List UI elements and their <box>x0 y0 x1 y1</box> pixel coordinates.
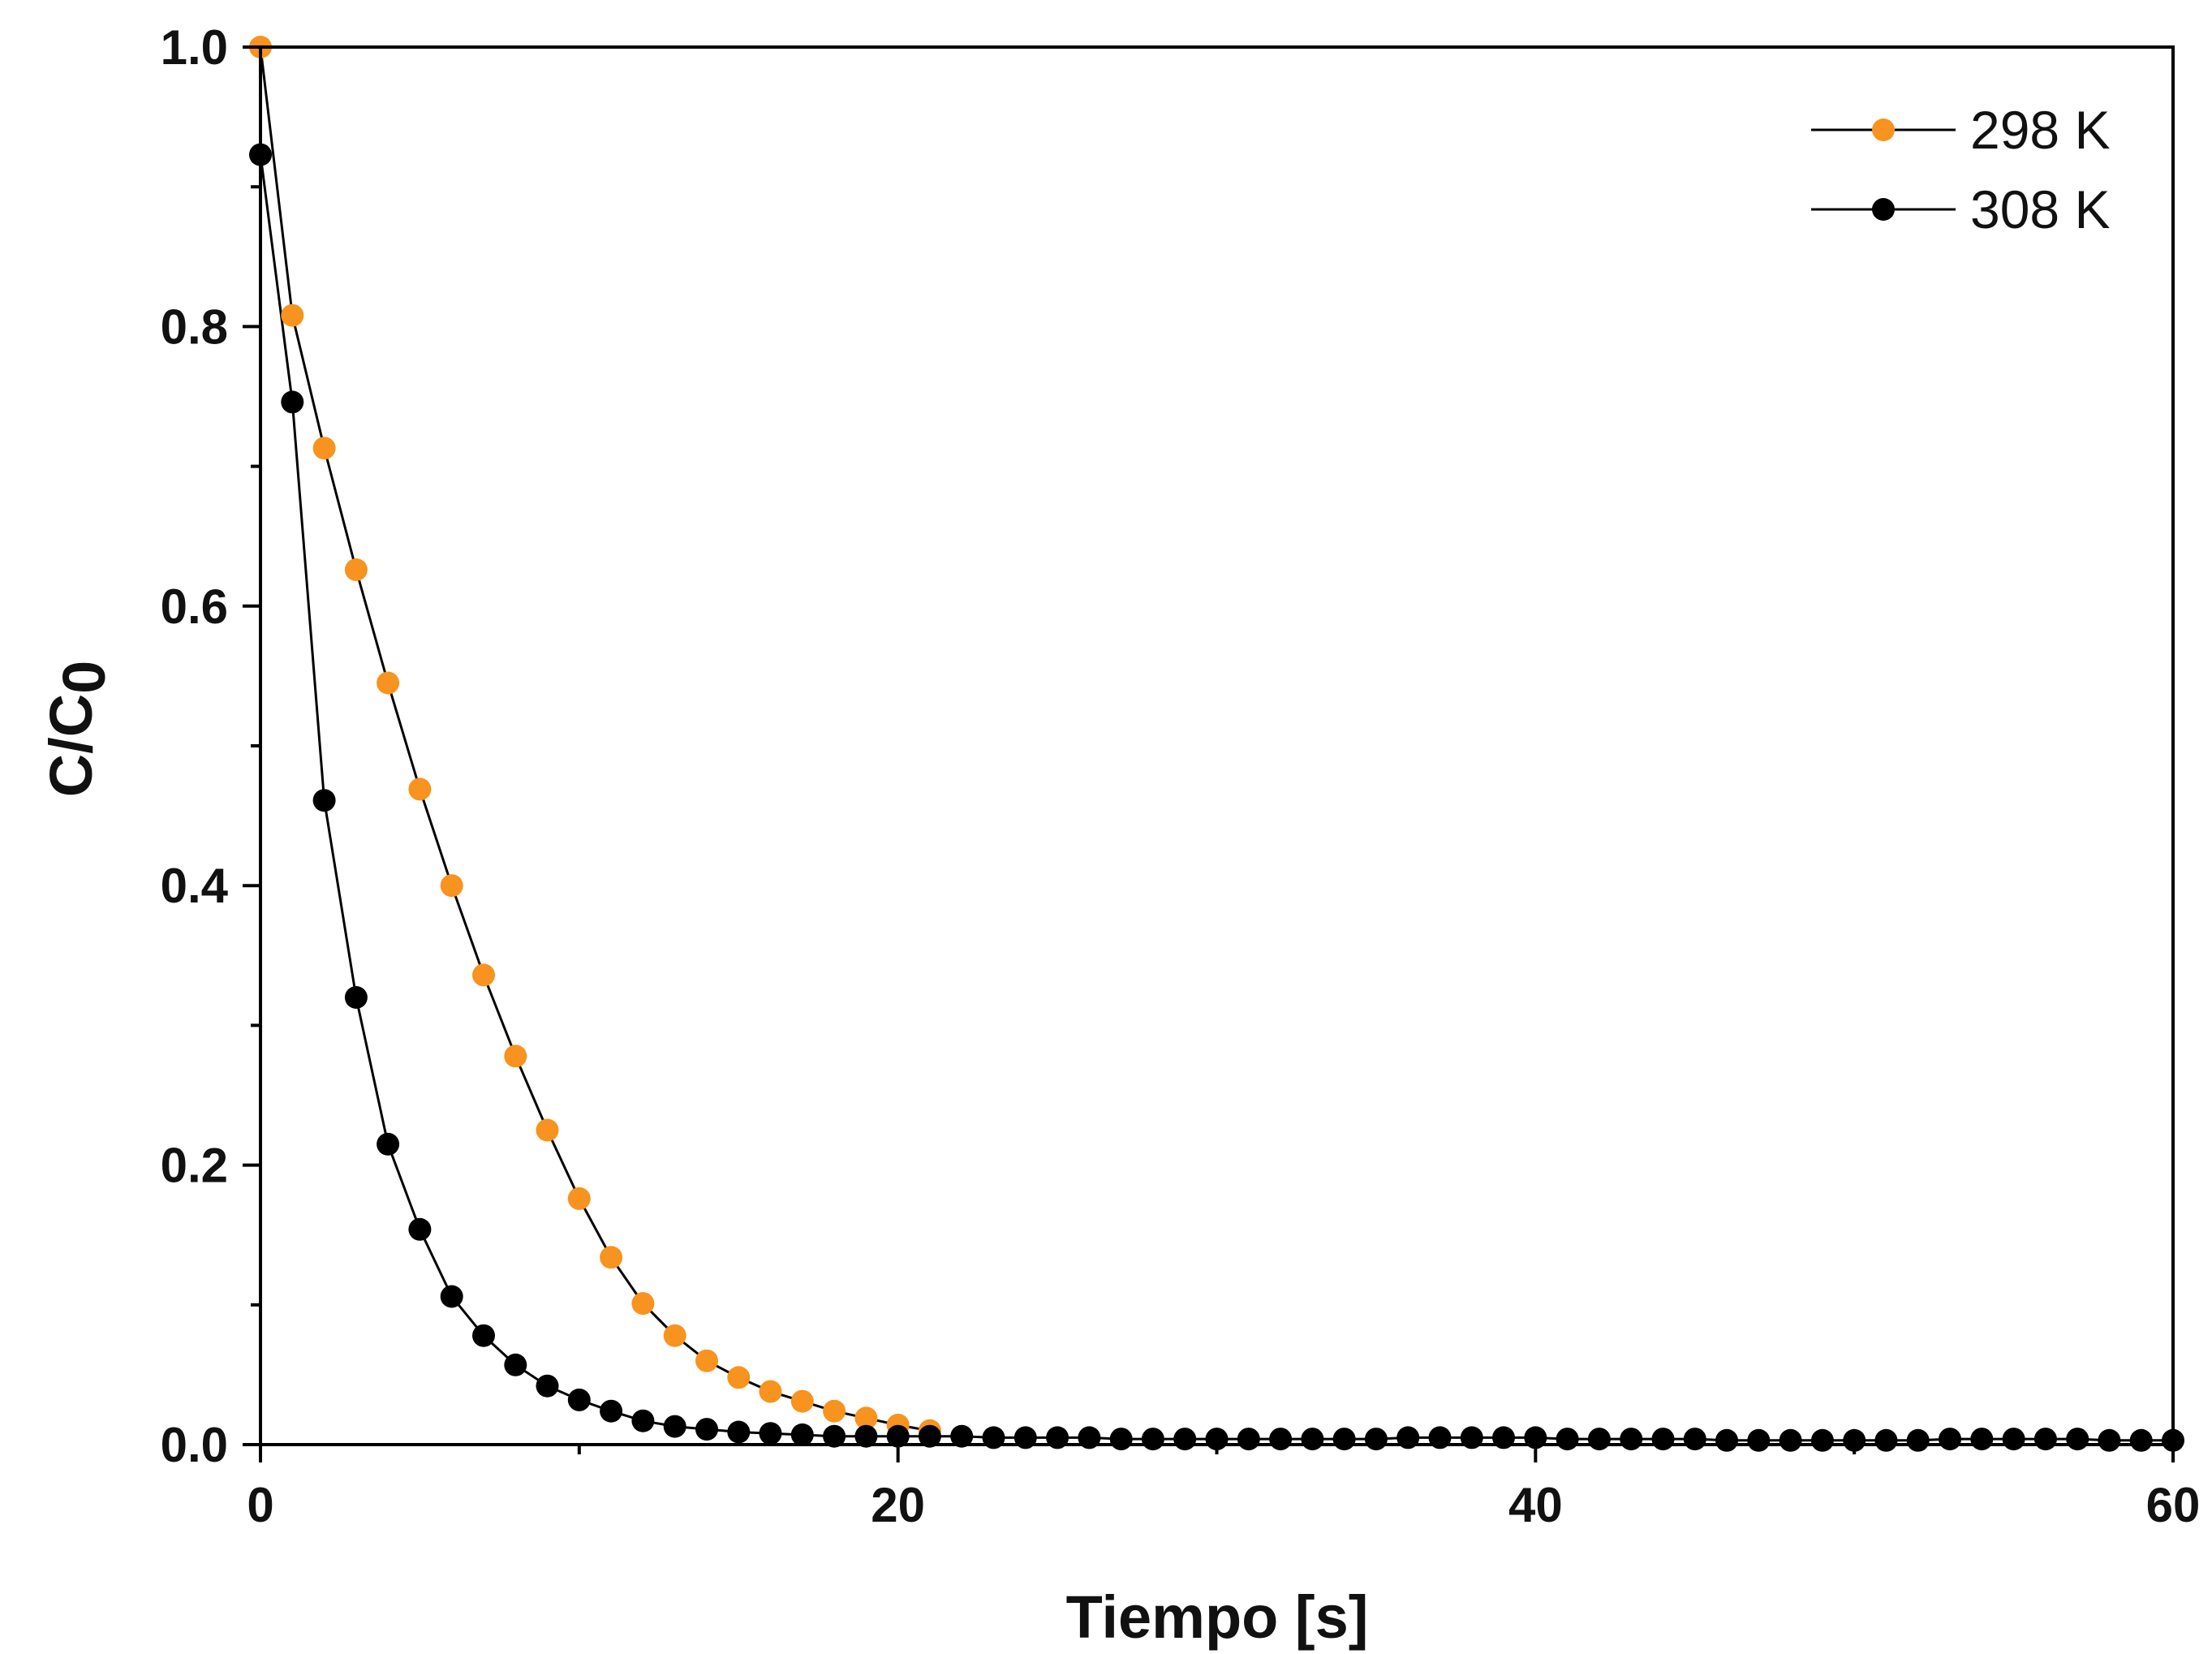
data-point-s1-1 <box>281 390 304 414</box>
data-point-s0-18 <box>823 1399 846 1423</box>
data-point-s1-3 <box>344 986 368 1009</box>
data-point-s1-14 <box>695 1418 718 1441</box>
axes-layer: 0 20 40 60 0.0 0.2 0.4 0.6 0.8 1.0 <box>161 20 2201 1532</box>
data-point-s0-17 <box>790 1389 814 1413</box>
data-point-s0-15 <box>727 1366 751 1389</box>
x-axis-title: Tiempo [s] <box>1066 1583 1369 1651</box>
data-point-s1-53 <box>1939 1428 1961 1451</box>
data-point-s1-5 <box>408 1217 432 1241</box>
data-point-s1-20 <box>886 1424 910 1448</box>
y-tick-label: 0.0 <box>161 1418 228 1472</box>
data-point-s0-12 <box>631 1292 655 1316</box>
x-tick-label: 40 <box>1508 1478 1563 1532</box>
legend-marker-0 <box>1872 118 1895 141</box>
data-point-s1-44 <box>1651 1428 1675 1451</box>
data-point-s0-10 <box>567 1187 591 1210</box>
x-tick-label: 0 <box>247 1478 273 1532</box>
x-tick-label: 20 <box>871 1478 925 1532</box>
series-line-1 <box>259 154 2173 1442</box>
data-point-s0-2 <box>312 437 336 460</box>
data-point-s1-6 <box>440 1285 463 1308</box>
data-point-s0-16 <box>759 1380 782 1403</box>
data-point-s1-45 <box>1683 1428 1706 1451</box>
data-point-s1-31 <box>1237 1428 1260 1451</box>
data-point-s0-3 <box>344 558 368 581</box>
data-point-s1-57 <box>2066 1428 2089 1451</box>
data-point-s1-42 <box>1587 1428 1611 1451</box>
data-point-s1-16 <box>759 1422 782 1445</box>
data-point-s1-35 <box>1364 1428 1388 1451</box>
data-point-s1-12 <box>631 1409 655 1432</box>
data-point-s1-49 <box>1810 1428 1834 1452</box>
data-point-s1-13 <box>663 1415 686 1438</box>
plot-frame <box>259 45 2175 1446</box>
data-point-s1-29 <box>1173 1428 1197 1451</box>
data-point-s1-28 <box>1141 1428 1164 1451</box>
legend-label-0: 298 K <box>1970 100 2110 160</box>
data-point-s0-5 <box>408 777 432 801</box>
data-point-s1-33 <box>1301 1428 1324 1451</box>
data-point-s1-55 <box>2002 1428 2025 1451</box>
data-point-s1-41 <box>1556 1428 1579 1451</box>
data-point-s1-32 <box>1269 1428 1293 1451</box>
data-point-s1-11 <box>600 1399 623 1423</box>
data-point-s1-27 <box>1109 1428 1133 1451</box>
data-point-s0-8 <box>504 1045 527 1068</box>
data-point-s1-59 <box>2129 1428 2153 1452</box>
data-point-s1-17 <box>790 1423 814 1446</box>
data-point-s1-10 <box>567 1388 591 1411</box>
y-axis-title-subscript: 0 <box>50 661 118 694</box>
y-tick-label: 0.4 <box>161 859 229 913</box>
data-point-s1-21 <box>918 1424 941 1448</box>
series-line-0 <box>259 46 931 1432</box>
data-point-s0-9 <box>536 1118 559 1142</box>
legend-marker-1 <box>1872 198 1895 221</box>
data-point-s1-48 <box>1779 1428 1802 1452</box>
data-point-s1-15 <box>727 1420 751 1444</box>
y-tick-label: 0.8 <box>161 299 228 354</box>
data-point-s1-7 <box>472 1324 495 1347</box>
data-point-s1-2 <box>312 789 336 812</box>
legend-label-1: 308 K <box>1970 179 2110 239</box>
data-point-s1-34 <box>1332 1428 1356 1451</box>
data-point-s0-7 <box>472 963 495 987</box>
data-point-s0-6 <box>440 874 463 898</box>
y-axis-title: C/C0 <box>37 661 118 798</box>
legend: 298 K 308 K <box>1811 100 2110 239</box>
y-tick-label: 0.2 <box>161 1139 228 1193</box>
data-point-s1-46 <box>1715 1428 1738 1452</box>
data-point-s1-58 <box>2098 1428 2121 1452</box>
data-point-s0-1 <box>281 304 304 327</box>
data-point-s1-54 <box>1970 1428 1994 1451</box>
data-point-s1-47 <box>1747 1428 1771 1452</box>
y-axis-title-main: C/C <box>37 694 105 797</box>
data-point-s1-8 <box>504 1353 527 1376</box>
data-point-s0-11 <box>600 1246 623 1269</box>
data-point-s1-19 <box>854 1424 878 1448</box>
series-layer <box>249 36 2184 1452</box>
data-point-s1-9 <box>536 1374 559 1398</box>
data-point-s0-13 <box>663 1324 686 1347</box>
data-point-s1-51 <box>1874 1428 1898 1452</box>
data-point-s1-56 <box>2033 1428 2057 1451</box>
data-point-s0-4 <box>377 671 400 695</box>
y-tick-label: 0.6 <box>161 579 228 634</box>
data-point-s1-43 <box>1620 1428 1643 1451</box>
x-tick-label: 60 <box>2146 1478 2201 1532</box>
data-point-s1-4 <box>377 1132 400 1156</box>
data-point-s0-14 <box>695 1349 718 1372</box>
data-point-s0-19 <box>854 1406 878 1430</box>
data-point-s1-22 <box>950 1424 974 1448</box>
data-point-s1-52 <box>1906 1428 1930 1452</box>
data-point-s1-18 <box>823 1424 846 1448</box>
y-tick-label: 1.0 <box>161 20 228 75</box>
